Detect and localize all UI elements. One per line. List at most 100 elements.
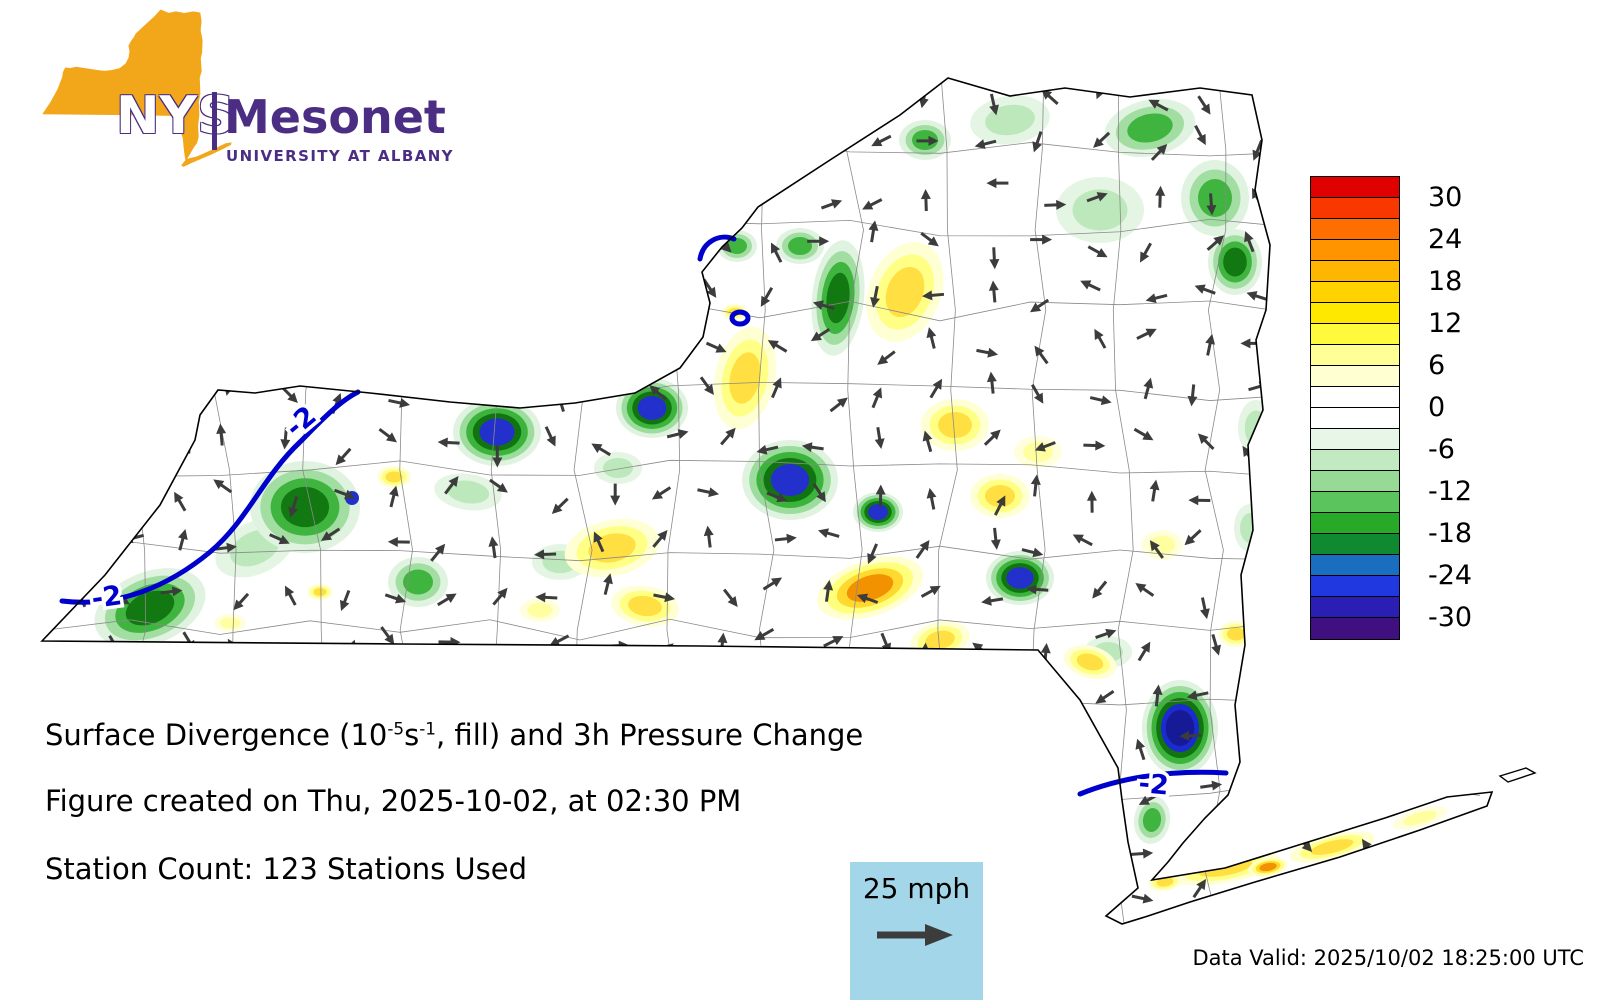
wind-arrow-icon (125, 434, 140, 454)
wind-arrow-icon (871, 387, 883, 409)
colorbar-segment (1311, 366, 1399, 387)
divergence-region (985, 485, 1015, 507)
wind-arrow-icon (697, 80, 719, 90)
wind-arrow-icon (1246, 291, 1268, 302)
wind-arrow-icon (1312, 128, 1327, 148)
wind-arrow-icon (488, 536, 499, 559)
divergence-region (280, 486, 330, 528)
divergence-region (727, 238, 747, 254)
wind-arrow-icon (160, 586, 183, 597)
wind-arrow-icon (1413, 894, 1435, 905)
wind-arrow-icon (53, 333, 67, 354)
wind-arrow-icon (812, 300, 835, 310)
divergence-region (1198, 179, 1232, 217)
divergence-region (770, 464, 810, 496)
wind-arrow-icon (829, 397, 848, 413)
wind-arrow-icon (540, 290, 551, 313)
wind-arrow-icon (770, 242, 783, 263)
wind-arrow-icon (1401, 780, 1424, 791)
wind-arrow-icon (705, 341, 727, 353)
wind-arrow-icon (1192, 879, 1207, 899)
wind-arrow-icon (178, 529, 188, 551)
colorbar-segment (1311, 324, 1399, 345)
wind-arrow-icon (657, 884, 668, 907)
colorbar-segment (1311, 303, 1399, 324)
wind-arrow-icon (1255, 635, 1266, 658)
wind-arrow-icon (275, 828, 288, 849)
wind-arrow-icon (1411, 141, 1425, 162)
wind-arrow-icon (395, 682, 406, 704)
colorbar-segment (1311, 177, 1399, 198)
wind-arrow-icon (56, 489, 79, 500)
wind-arrow-icon (759, 880, 782, 891)
wind-arrow-icon (1179, 730, 1202, 741)
divergence-region (1165, 710, 1195, 746)
wind-arrow-icon (544, 426, 556, 447)
wind-arrow-icon (982, 836, 992, 859)
wind-arrow-icon (1253, 543, 1265, 564)
wind-arrow-icon (160, 332, 173, 353)
logo-divider (212, 92, 217, 150)
wind-arrow-icon (1186, 690, 1209, 701)
divergence-region (1142, 808, 1162, 832)
wind-arrow-icon (1187, 384, 1198, 407)
wind-arrow-icon (58, 696, 81, 707)
wind-arrow-icon (325, 293, 344, 309)
fishers-island (1498, 767, 1537, 783)
wind-arrow-icon (213, 479, 233, 494)
wind-arrow-icon (1365, 138, 1388, 149)
wind-arrow-icon (1401, 728, 1421, 744)
wind-arrow-icon (120, 888, 137, 906)
wind-arrow-icon (1135, 738, 1146, 761)
wind-arrow-icon (321, 227, 334, 248)
wind-arrow-icon (722, 588, 738, 607)
wind-arrow-icon (1094, 328, 1107, 349)
wind-arrow-icon (866, 789, 889, 800)
wind-arrow-icon (1200, 597, 1210, 620)
wind-arrow-icon (1095, 628, 1117, 639)
wind-arrow-icon (282, 337, 304, 349)
wind-arrow-icon (1082, 736, 1092, 759)
wind-arrow-icon (590, 849, 613, 860)
divergence-region (1072, 189, 1128, 231)
wind-arrow-icon (1152, 684, 1163, 707)
wind-arrow-icon (1095, 690, 1115, 704)
wind-arrow-icon (1420, 834, 1431, 857)
divergence-region (220, 617, 240, 629)
wind-arrow-icon (1024, 796, 1036, 818)
wind-arrow-icon (378, 427, 397, 443)
pressure-contour-label: -2 (1137, 768, 1170, 801)
wind-arrow-icon (335, 447, 352, 466)
wind-arrow-icon (1351, 676, 1365, 697)
wind-arrow-icon (976, 347, 999, 358)
wind-arrow-icon (988, 280, 999, 303)
wind-arrow-icon (1362, 796, 1385, 807)
wind-arrow-icon (288, 496, 299, 518)
wind-arrow-icon (990, 527, 1001, 550)
wind-arrow-icon (270, 229, 281, 252)
wind-arrow-icon (1197, 95, 1211, 115)
wind-arrow-icon (870, 684, 891, 697)
wind-arrow-icon (1093, 131, 1111, 148)
wind-arrow-icon (598, 193, 617, 209)
wind-arrow-icon (339, 589, 351, 612)
divergence-region (885, 266, 925, 318)
wind-arrow-icon (553, 332, 564, 355)
wind-arrow-icon (233, 592, 250, 611)
divergence-region (1259, 862, 1277, 872)
divergence-region (1156, 877, 1174, 887)
wind-arrow-icon (436, 78, 459, 89)
wind-arrow-icon (431, 682, 445, 702)
wind-arrow-icon (986, 371, 997, 394)
colorbar-tick-label: -30 (1428, 602, 1473, 633)
wind-arrow-icon (181, 228, 194, 248)
wind-arrow-icon (1288, 477, 1309, 490)
wind-arrow-icon (986, 178, 1009, 189)
wind-arrow-icon (388, 398, 411, 408)
wind-arrow-icon (762, 99, 785, 110)
wind-arrow-icon (326, 832, 348, 842)
wind-arrow-icon (929, 737, 940, 759)
divergence-region (925, 630, 955, 650)
wind-arrow-icon (593, 531, 605, 553)
